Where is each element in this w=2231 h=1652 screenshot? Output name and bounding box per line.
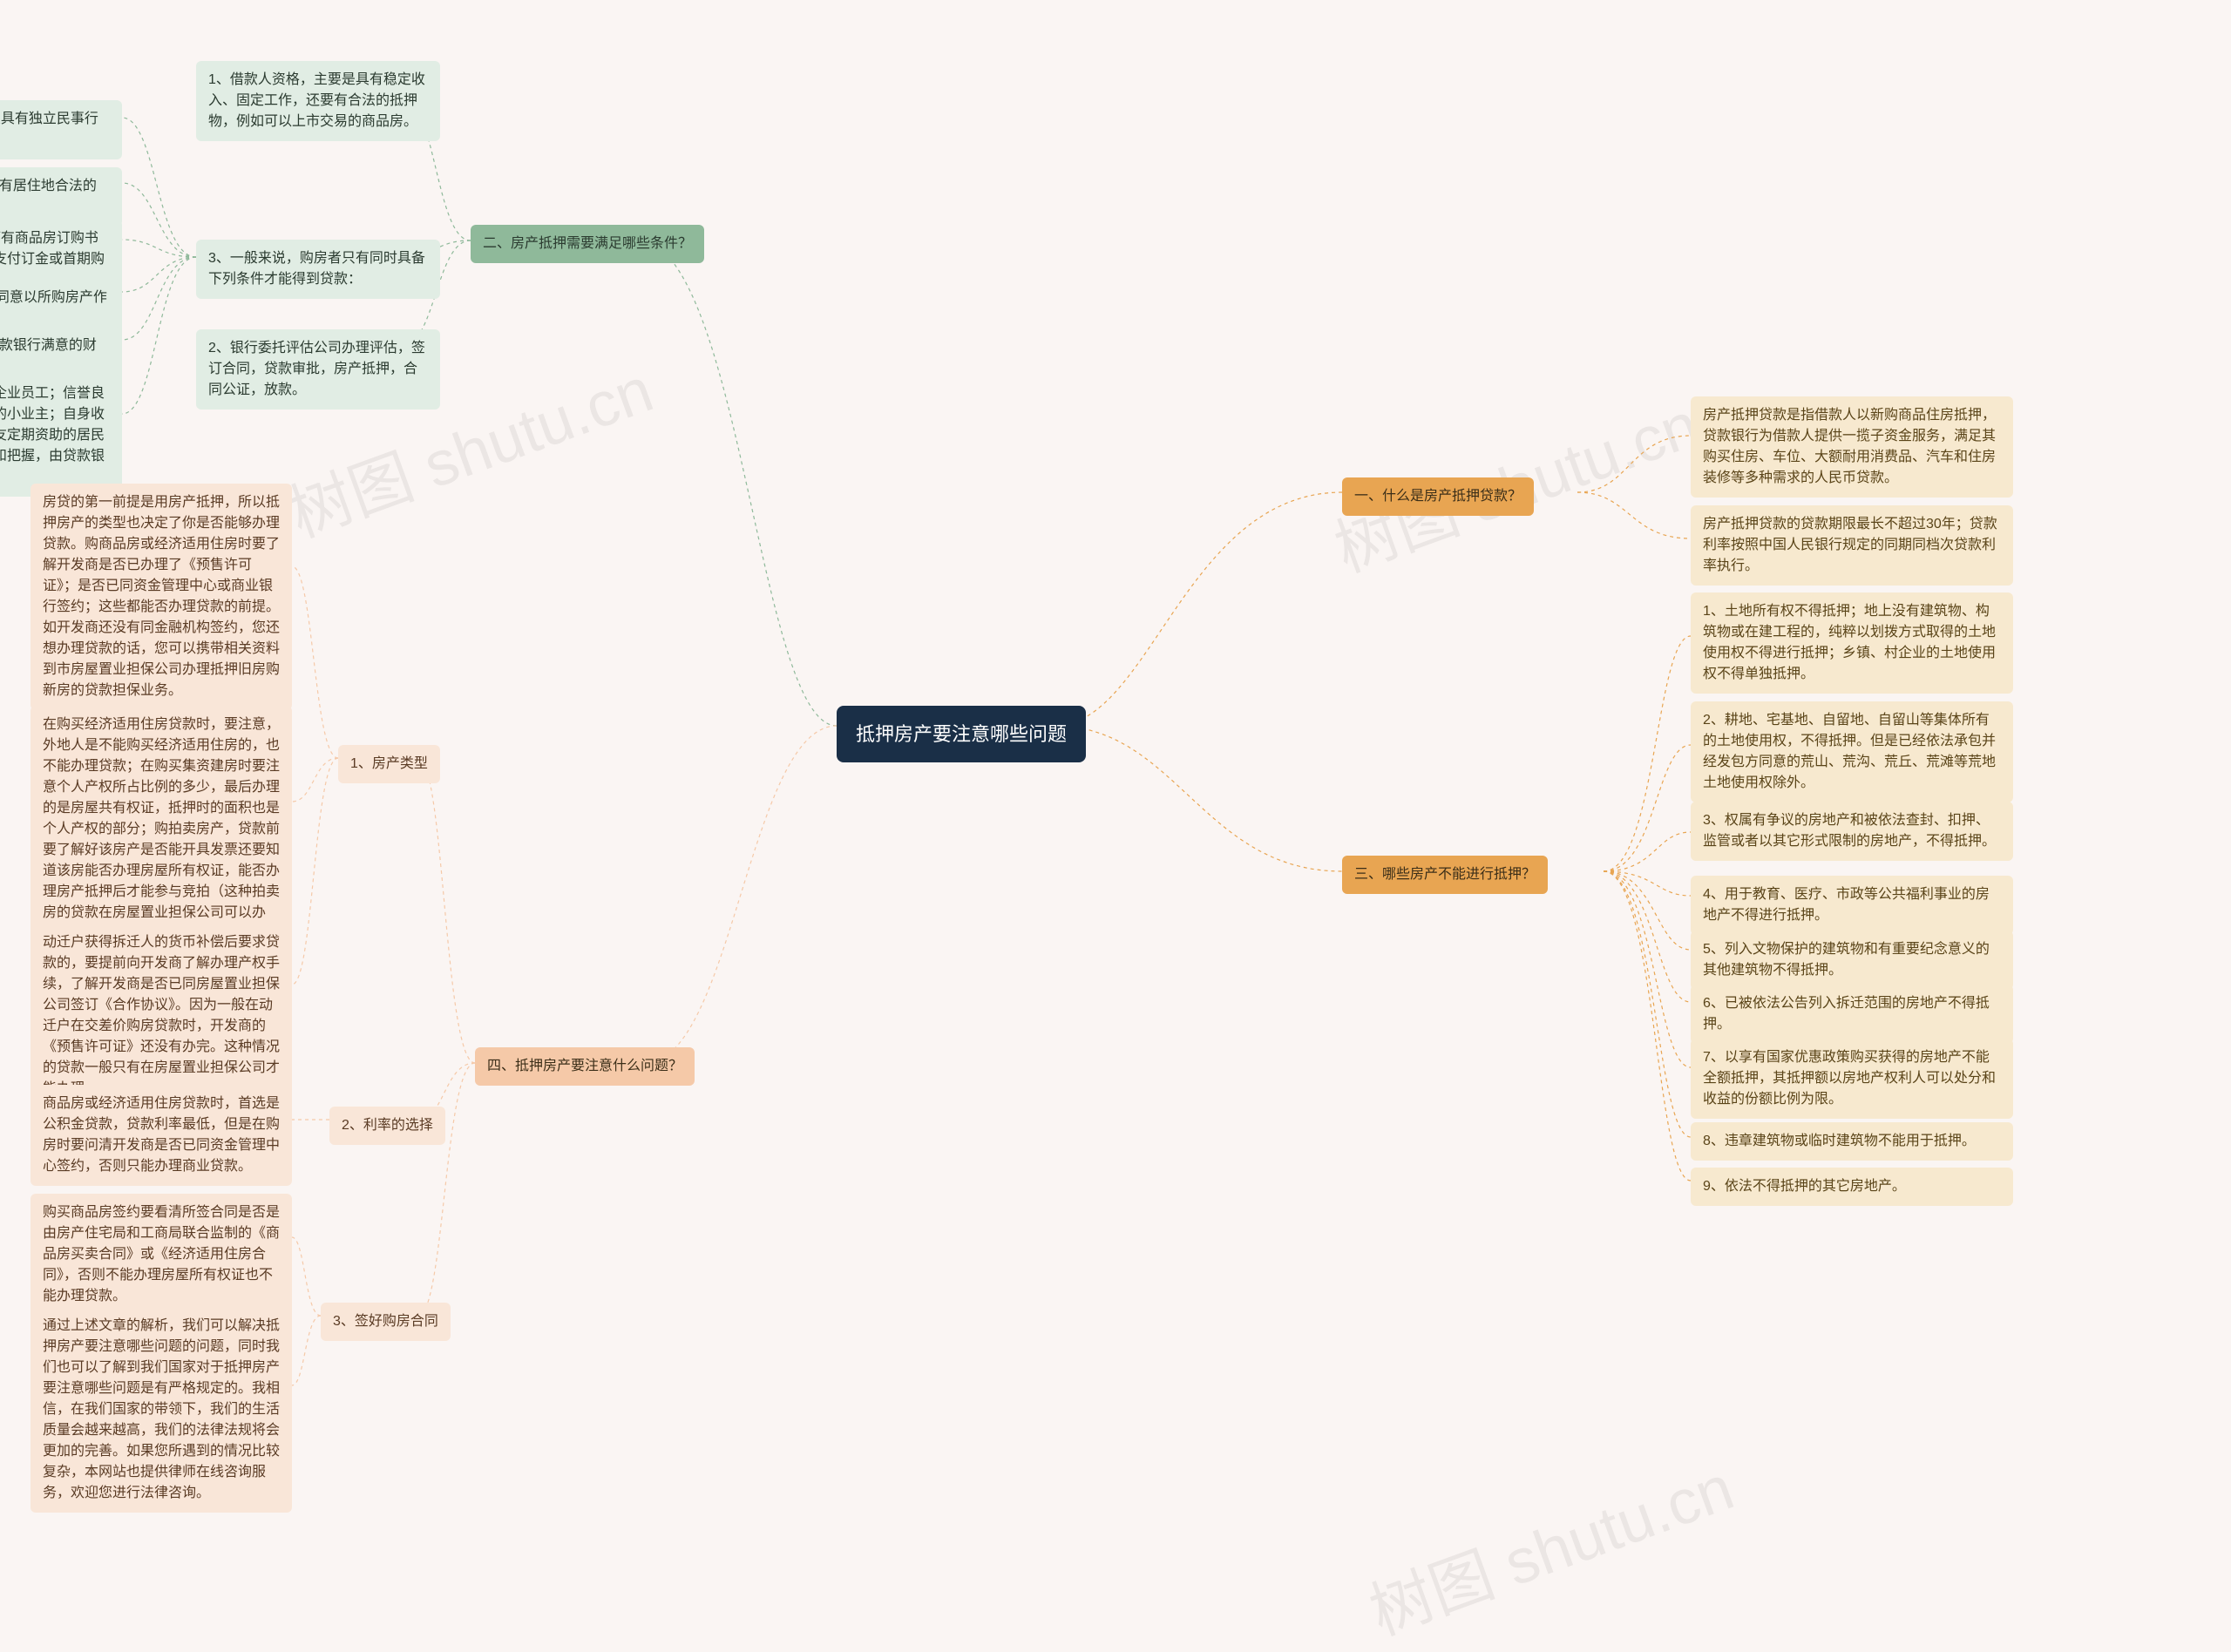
branch-4-sub2-leaf: 商品房或经济适用住房贷款时，首选是公积金贷款，贷款利率最低，但是在购房时要问清开… xyxy=(31,1085,292,1186)
branch-3-leaf: 1、土地所有权不得抵押；地上没有建筑物、构筑物或在建工程的，纯粹以划拨方式取得的… xyxy=(1691,592,2013,694)
branch-4-sub3: 3、签好购房合同 xyxy=(321,1303,451,1341)
branch-3-leaf: 6、已被依法公告列入拆迁范围的房地产不得抵押。 xyxy=(1691,985,2013,1044)
branch-3-leaf: 2、耕地、宅基地、自留地、自留山等集体所有的土地使用权，不得抵押。但是已经依法承… xyxy=(1691,701,2013,802)
branch-2-leaf: 2、银行委托评估公司办理评估，签订合同，贷款审批，房产抵押，合同公证，放款。 xyxy=(196,329,440,410)
branch-4-sub1-leaf: 动迁户获得拆迁人的货币补偿后要求贷款的，要提前向开发商了解办理产权手续，了解开发… xyxy=(31,924,292,1108)
branch-2-sub: 例如有稳定收入的企业员工；信誉良好、确有偿还能力的小业主；自身收入低，但有海外亲… xyxy=(0,375,122,497)
branch-4-sub3-leaf: 购买商品房签约要看清所签合同是否是由房产住宅局和工商局联合监制的《商品房买卖合同… xyxy=(31,1194,292,1316)
center-node: 抵押房产要注意哪些问题 xyxy=(837,706,1086,762)
branch-3-leaf: 9、依法不得抵押的其它房地产。 xyxy=(1691,1168,2013,1206)
branch-3: 三、哪些房产不能进行抵押？ xyxy=(1342,856,1548,894)
branch-2-leaf: 3、一般来说，购房者只有同时具备下列条件才能得到贷款： xyxy=(196,240,440,299)
branch-2-sub: （1）借款人必须是具有独立民事行为能力的个人； xyxy=(0,100,122,159)
branch-1: 一、什么是房产抵押贷款？ xyxy=(1342,477,1534,516)
branch-3-leaf: 4、用于教育、医疗、市政等公共福利事业的房地产不得进行抵押。 xyxy=(1691,876,2013,935)
branch-2-sub: （2）购房者具有居住地合法的身份证明； xyxy=(0,167,122,227)
branch-3-leaf: 5、列入文物保护的建筑物和有重要纪念意义的其他建筑物不得抵押。 xyxy=(1691,931,2013,990)
branch-4-sub1: 1、房产类型 xyxy=(338,745,440,783)
branch-3-leaf: 8、违章建筑物或临时建筑物不能用于抵押。 xyxy=(1691,1122,2013,1161)
branch-4-sub1-leaf: 房贷的第一前提是用房产抵押，所以抵押房产的类型也决定了你是否能够办理贷款。购商品… xyxy=(31,484,292,710)
branch-4-sub2: 2、利率的选择 xyxy=(329,1107,445,1145)
branch-3-leaf: 3、权属有争议的房地产和被依法查封、扣押、监管或者以其它形式限制的房地产，不得抵… xyxy=(1691,802,2013,861)
branch-2-leaf: 1、借款人资格，主要是具有稳定收入、固定工作，还要有合法的抵押物，例如可以上市交… xyxy=(196,61,440,141)
branch-4-sub3-leaf: 通过上述文章的解析，我们可以解决抵押房产要注意哪些问题的问题，同时我们也可以了解… xyxy=(31,1307,292,1513)
branch-2: 二、房产抵押需要满足哪些条件？ xyxy=(471,225,704,263)
branch-1-leaf: 房产抵押贷款是指借款人以新购商品住房抵押，贷款银行为借款人提供一揽子资金服务，满… xyxy=(1691,396,2013,498)
branch-4-sub1-leaf: 在购买经济适用住房贷款时，要注意，外地人是不能购买经济适用住房的，也不能办理贷款… xyxy=(31,706,292,953)
watermark: 树图 shutu.cn xyxy=(1355,1437,1744,1652)
branch-3-leaf: 7、以享有国家优惠政策购买获得的房地产不能全额抵押，其抵押额以房地产权利人可以处… xyxy=(1691,1039,2013,1119)
branch-1-leaf: 房产抵押贷款的贷款期限最长不超过30年；贷款利率按照中国人民银行规定的同期同档次… xyxy=(1691,505,2013,586)
branch-4: 四、抵押房产要注意什么问题？ xyxy=(475,1047,695,1086)
